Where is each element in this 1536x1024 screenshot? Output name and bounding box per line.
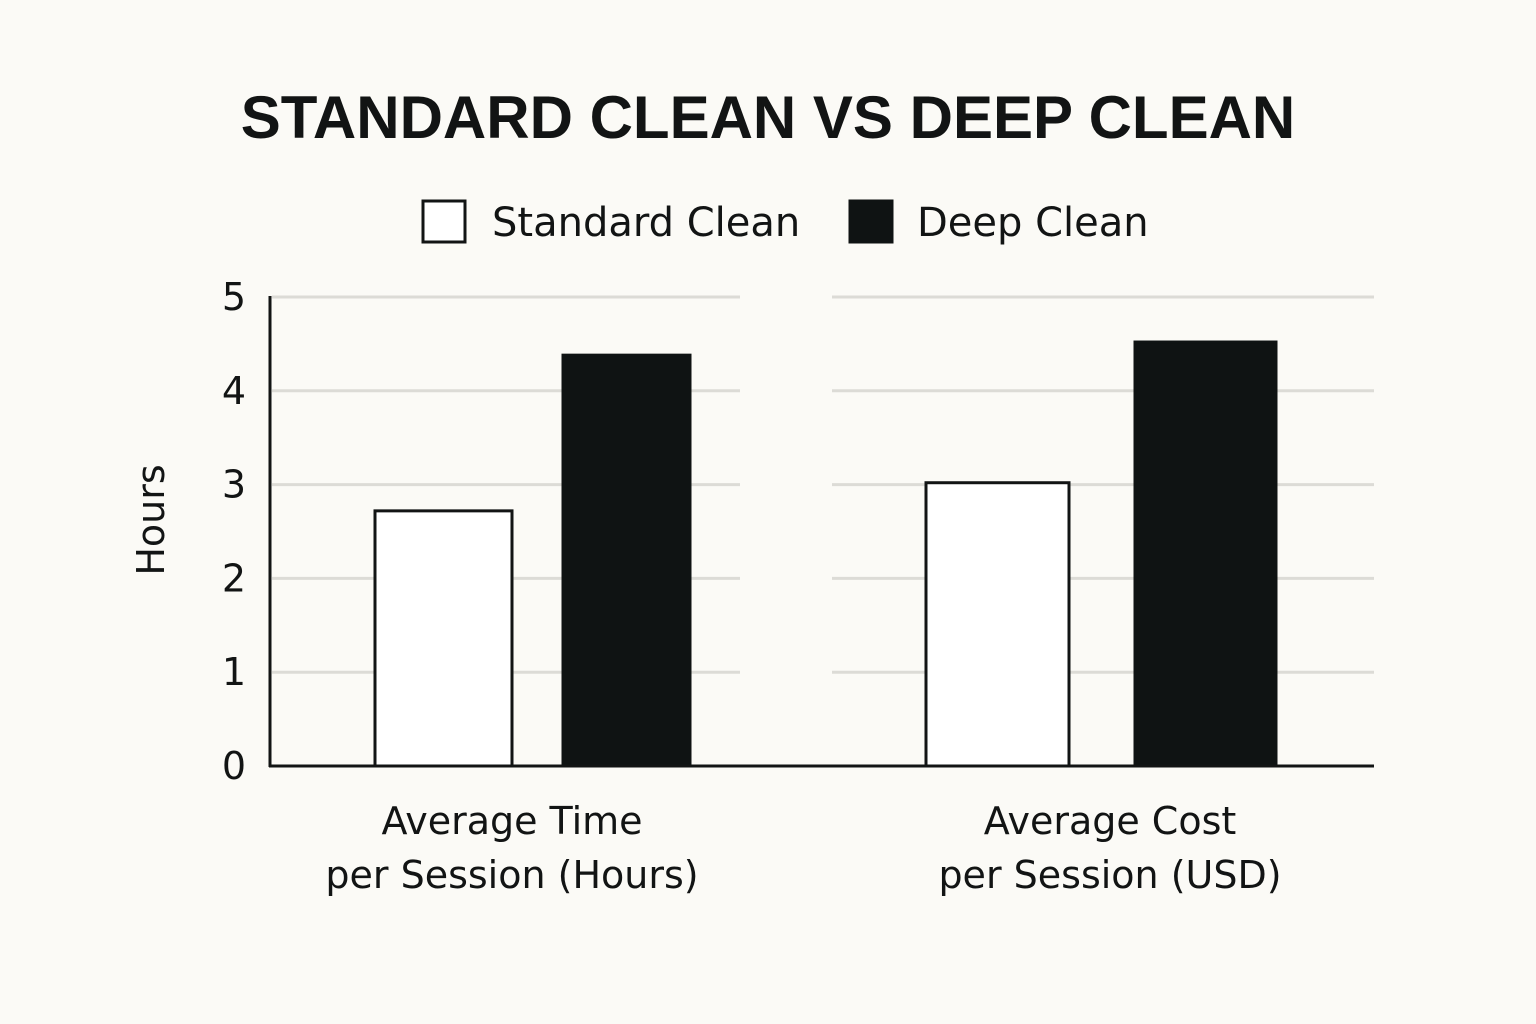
x-category-label-line: Average Cost xyxy=(984,799,1237,843)
x-category-label-line: per Session (USD) xyxy=(938,853,1281,897)
y-tick-label: 4 xyxy=(222,369,246,413)
bar-deep-clean-1 xyxy=(561,353,692,768)
x-axis-categories: Average Time per Session (Hours) Average C… xyxy=(325,799,1281,897)
legend: Standard Clean Deep Clean xyxy=(421,199,1149,246)
legend-label-standard-clean: Standard Clean xyxy=(492,200,800,246)
bar-deep-clean-2 xyxy=(1133,340,1278,768)
x-category-label-line: Average Time xyxy=(381,799,642,843)
x-category-label-line: per Session (Hours) xyxy=(325,853,698,897)
bars xyxy=(373,340,1278,768)
x-category-label: Average Time per Session (Hours) xyxy=(325,799,698,897)
y-tick-label: 2 xyxy=(222,556,246,600)
legend-swatch-standard-clean xyxy=(421,199,467,244)
legend-swatch-deep-clean xyxy=(848,199,894,244)
x-category-label: Average Cost per Session (USD) xyxy=(938,799,1281,897)
y-axis-ticks: 0 1 2 3 4 5 xyxy=(222,275,246,788)
gridlines xyxy=(272,295,1374,674)
legend-label-deep-clean: Deep Clean xyxy=(917,200,1149,246)
y-tick-label: 5 xyxy=(222,275,246,319)
y-tick-label: 0 xyxy=(222,744,246,788)
bar-standard-clean-1 xyxy=(373,509,514,768)
chart-title: STANDARD CLEAN VS DEEP CLEAN xyxy=(241,84,1296,151)
bar-standard-clean-2 xyxy=(924,481,1071,768)
y-tick-label: 1 xyxy=(222,650,246,694)
y-axis-label: Hours xyxy=(129,464,173,575)
y-tick-label: 3 xyxy=(222,463,246,507)
